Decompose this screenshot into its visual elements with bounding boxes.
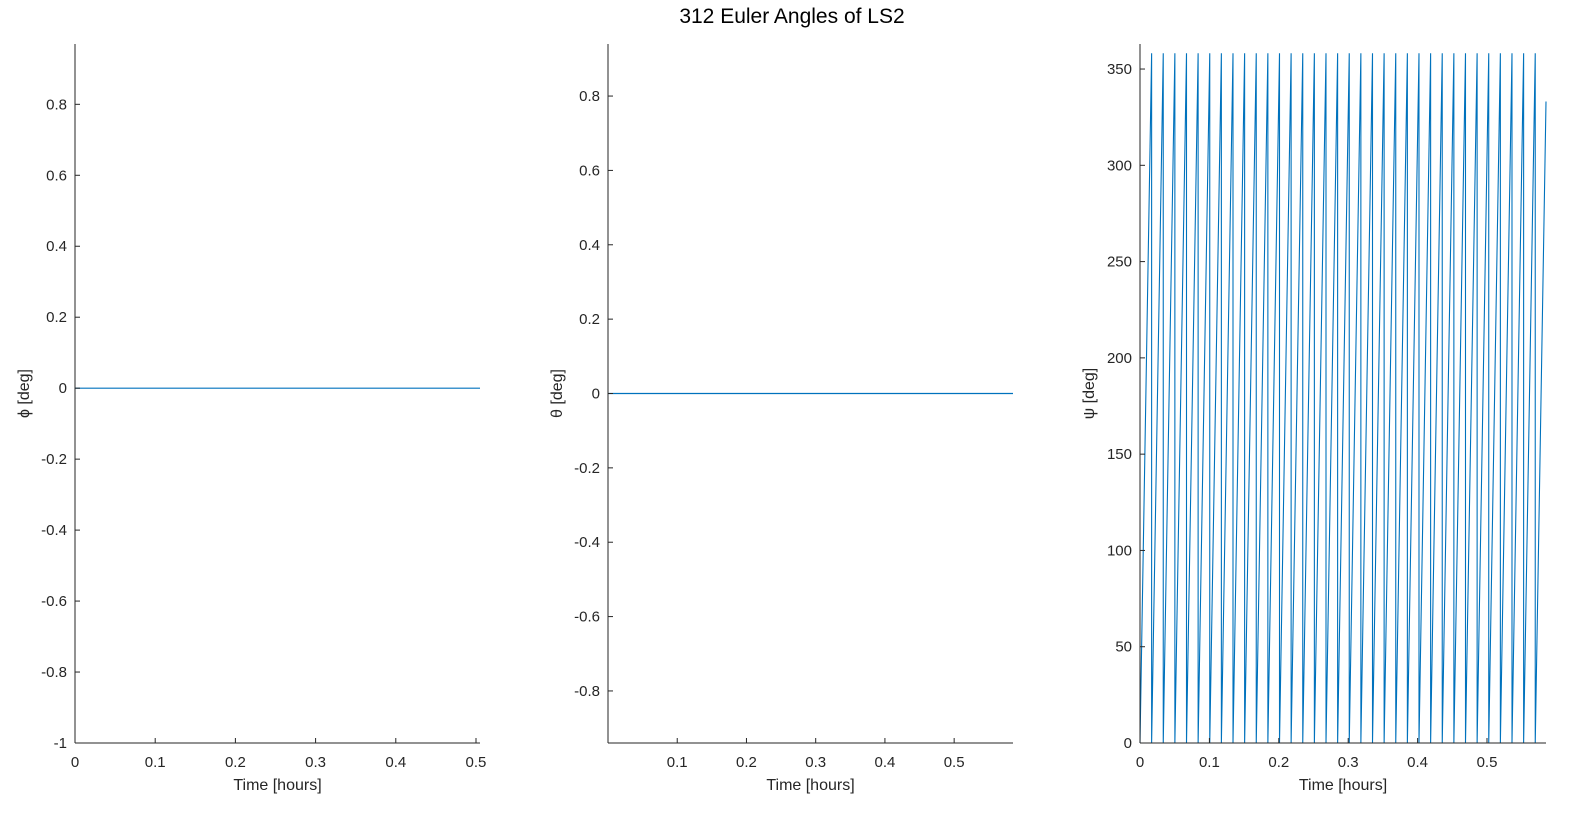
x-tick-label: 0.3 <box>805 754 826 771</box>
x-tick-label: 0 <box>71 754 79 771</box>
x-tick-label: 0.1 <box>1199 754 1220 771</box>
y-tick-label: -0.8 <box>41 664 67 681</box>
x-axis-label: Time [hours] <box>766 777 854 794</box>
y-tick-label: 300 <box>1107 157 1132 174</box>
y-tick-label: 0.2 <box>579 311 600 328</box>
y-tick-label: -1 <box>54 735 67 752</box>
y-tick-label: 50 <box>1115 639 1132 656</box>
y-tick-label: 150 <box>1107 446 1132 463</box>
y-tick-label: 350 <box>1107 61 1132 78</box>
x-tick-label: 0.2 <box>736 754 757 771</box>
y-tick-label: 0 <box>592 386 600 403</box>
x-tick-label: 0.5 <box>944 754 965 771</box>
x-tick-label: 0.2 <box>1268 754 1289 771</box>
y-tick-label: 250 <box>1107 254 1132 271</box>
x-tick-label: 0.5 <box>1477 754 1498 771</box>
y-axis-label: ψ [deg] <box>1081 368 1098 419</box>
subplot-1: 0 0.1 0.2 0.3 0.4 0.5 -1 -0.8 -0.6 -0.4 -0.2 0 0.2 0.… <box>16 44 486 794</box>
series-line-3-1 <box>1139 53 1547 744</box>
figure-title: 312 Euler Angles of LS2 <box>679 5 905 28</box>
y-tick-label: 0.2 <box>46 309 67 326</box>
y-tick-label: 0.4 <box>579 237 600 254</box>
x-tick-label: 0.3 <box>305 754 326 771</box>
y-tick-label: 0.4 <box>46 238 67 255</box>
x-tick-label: 0.1 <box>145 754 166 771</box>
y-tick-label: 0.6 <box>579 162 600 179</box>
y-tick-label: -0.4 <box>574 534 600 551</box>
y-axis-label: θ [deg] <box>549 369 566 418</box>
y-axis-label: ϕ [deg] <box>16 369 33 418</box>
y-tick-label: 0 <box>1124 735 1132 752</box>
x-tick-label: 0.1 <box>667 754 688 771</box>
y-tick-label: -0.2 <box>574 460 600 477</box>
subplot-3: 0 0.1 0.2 0.3 0.4 0.5 0 50 100 150 200 250 300 350 Tim… <box>1081 44 1547 794</box>
y-tick-label: 0 <box>59 380 67 397</box>
x-tick-label: 0.4 <box>385 754 406 771</box>
y-tick-label: 200 <box>1107 350 1132 367</box>
y-tick-label: 0.6 <box>46 167 67 184</box>
subplot-2: 0.1 0.2 0.3 0.4 0.5 -0.8 -0.6 -0.4 -0.2 0 0.2 0.4 0.… <box>549 44 1013 794</box>
y-tick-label: -0.6 <box>41 593 67 610</box>
x-tick-label: 0 <box>1136 754 1144 771</box>
x-tick-label: 0.5 <box>466 754 487 771</box>
y-tick-label: 0.8 <box>579 88 600 105</box>
x-tick-label: 0.4 <box>874 754 895 771</box>
y-tick-label: -0.2 <box>41 451 67 468</box>
y-tick-label: -0.6 <box>574 609 600 626</box>
y-tick-label: 0.8 <box>46 96 67 113</box>
x-tick-label: 0.2 <box>225 754 246 771</box>
x-axis-label: Time [hours] <box>233 777 321 794</box>
y-tick-label: -0.4 <box>41 522 67 539</box>
y-tick-label: 100 <box>1107 542 1132 559</box>
x-tick-label: 0.4 <box>1407 754 1428 771</box>
x-tick-label: 0.3 <box>1338 754 1359 771</box>
y-tick-label: -0.8 <box>574 683 600 700</box>
x-axis-label: Time [hours] <box>1299 777 1387 794</box>
